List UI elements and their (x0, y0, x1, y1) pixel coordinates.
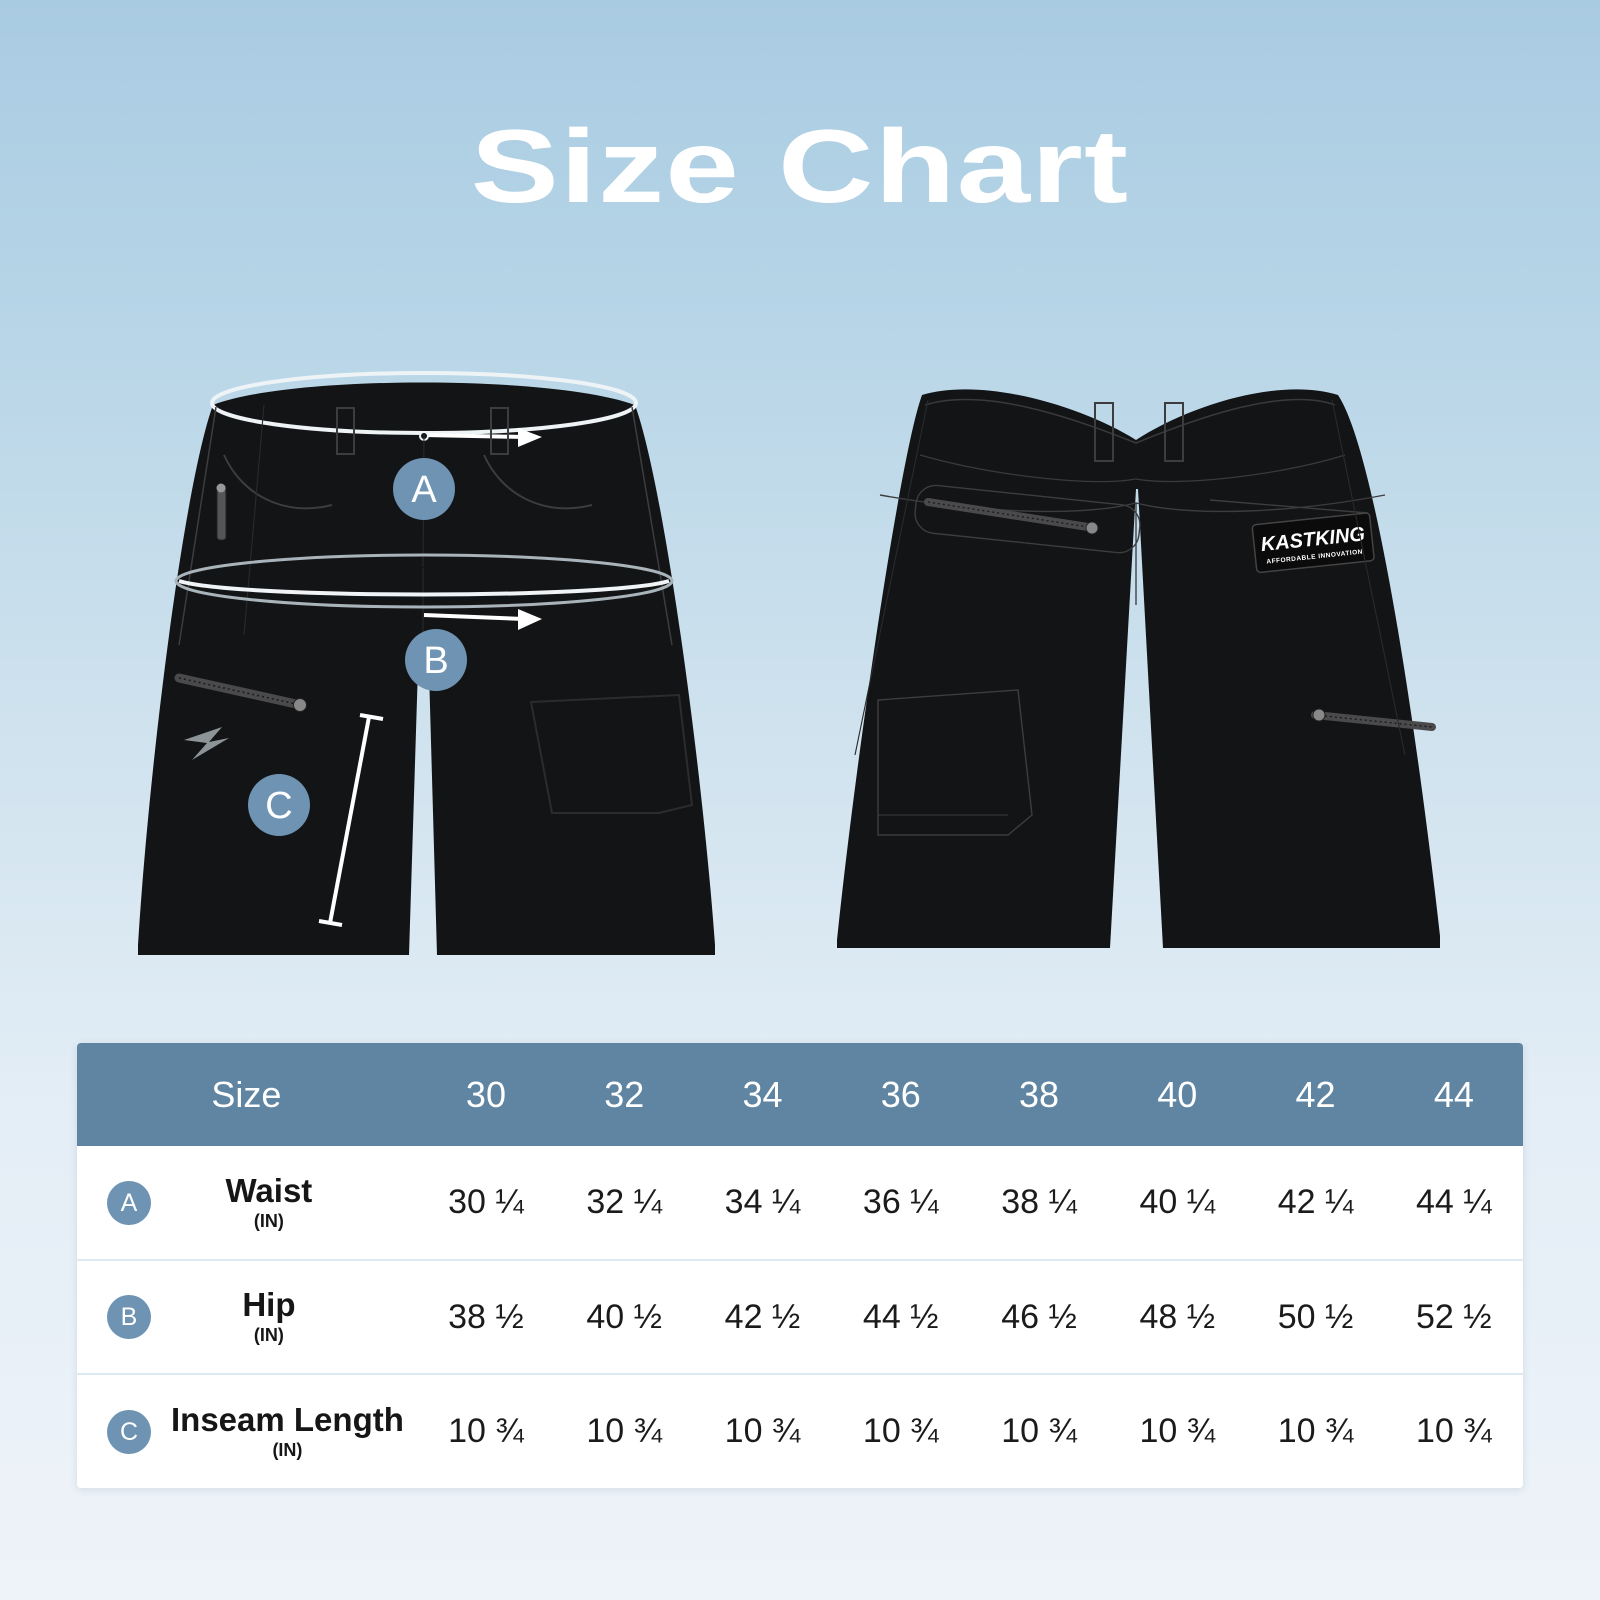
svg-text:A: A (411, 469, 437, 511)
svg-text:C: C (265, 785, 292, 827)
svg-text:B: B (423, 640, 448, 682)
